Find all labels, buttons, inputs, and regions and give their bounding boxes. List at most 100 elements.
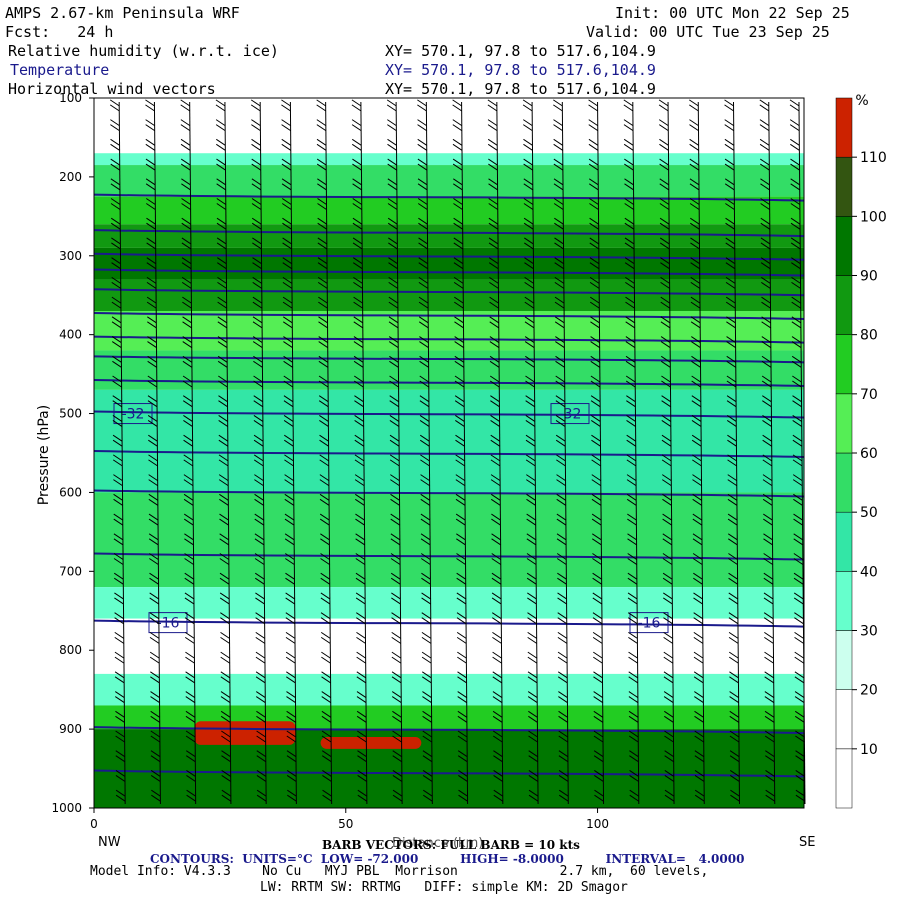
wind-barb: [319, 415, 329, 427]
wind-barb: [589, 217, 599, 230]
wind-barb: [761, 316, 771, 329]
wind-barb: [794, 671, 805, 684]
wind-barb: [146, 198, 156, 210]
wind-barb: [794, 651, 804, 664]
valid-time: Valid: 00 UTC Tue 23 Sep 25: [586, 23, 830, 41]
wind-barb: [689, 119, 699, 132]
colorbar: 10 20 30 40 50 60 70 80 90 100 110: [835, 97, 887, 809]
wind-barb: [590, 336, 600, 348]
wind-barb: [146, 276, 157, 289]
wind-barb: [354, 434, 365, 447]
wind-barb: [355, 513, 365, 526]
wind-barb: [660, 355, 671, 368]
wind-barb: [420, 474, 430, 487]
wind-barb: [112, 355, 122, 368]
wind-barb: [454, 316, 464, 329]
isotherm: [93, 619, 805, 628]
wind-barb: [114, 691, 125, 703]
wind-barb: [216, 217, 227, 230]
wind-barb: [180, 138, 191, 151]
wind-barb: [624, 178, 634, 191]
wind-barb: [488, 178, 498, 191]
colorbar-tick-label: 80: [860, 328, 878, 344]
isotherm: [93, 311, 805, 320]
wind-barb: [524, 276, 534, 289]
wind-barb: [792, 375, 802, 388]
wind-barb: [659, 217, 670, 230]
wind-barb: [392, 730, 402, 743]
wind-barb-shaft: [496, 101, 504, 805]
wind-barb: [489, 336, 500, 348]
wind-barb-shaft: [153, 101, 161, 805]
wind-barb: [556, 474, 566, 487]
wind-barb: [453, 198, 463, 210]
wind-barb: [694, 789, 705, 802]
wind-barb: [148, 434, 158, 447]
colorbar-swatch: [835, 334, 853, 395]
wind-barb: [492, 651, 502, 664]
wind-barb: [694, 750, 705, 763]
wind-barb: [387, 158, 397, 171]
wind-barb: [793, 572, 804, 585]
wind-barb: [793, 513, 803, 526]
wind-barb: [147, 395, 158, 408]
wind-barb: [661, 375, 671, 388]
wind-barb: [490, 493, 501, 506]
wind-barb: [219, 513, 229, 526]
wind-barb: [251, 217, 262, 230]
wind-barb: [589, 198, 599, 210]
wind-barb: [181, 198, 191, 210]
wind-barb: [109, 99, 120, 112]
x-tick-label: 0: [90, 817, 98, 831]
wind-barb: [558, 750, 569, 763]
wind-barb: [113, 513, 124, 526]
colorbar-tick-label: 90: [860, 269, 878, 285]
wind-barb: [725, 237, 735, 250]
wind-barb: [418, 296, 429, 309]
wind-barb: [694, 710, 704, 723]
wind-barb: [528, 789, 539, 802]
field-xy-temperature: XY= 570.1, 97.8 to 517.6,104.9: [385, 61, 656, 79]
wind-barb: [254, 493, 264, 506]
wind-barb: [418, 316, 429, 329]
isotherm: [93, 288, 805, 297]
wind-barb: [285, 592, 295, 605]
wind-barb: [689, 138, 699, 151]
wind-barb: [422, 710, 432, 723]
wind-barb: [284, 513, 295, 526]
wind-barb: [318, 336, 328, 348]
barb-legend: BARB VECTORS: FULL BARB = 10 kts: [322, 838, 580, 852]
wind-barb: [286, 750, 297, 763]
y-tick-label: 600: [59, 485, 82, 499]
wind-barb-shaft: [768, 101, 776, 805]
wind-barb: [111, 336, 122, 348]
wind-barb: [490, 395, 500, 408]
colorbar-tick-label: 20: [860, 683, 878, 699]
wind-barb: [221, 770, 231, 782]
isotherm: [93, 268, 805, 277]
wind-barb: [492, 710, 503, 723]
rh-band: [94, 224, 804, 248]
wind-barb: [351, 138, 362, 151]
wind-barb: [351, 99, 362, 112]
wind-barb: [253, 434, 264, 447]
wind-barb: [694, 770, 705, 782]
wind-barb: [658, 99, 669, 112]
wind-barb: [115, 710, 125, 723]
wind-barb: [689, 198, 700, 210]
wind-barb: [286, 671, 296, 684]
right-end-label: SE: [799, 835, 816, 850]
wind-barb: [729, 671, 739, 684]
wind-barb: [527, 691, 538, 703]
wind-barb: [591, 513, 602, 526]
wind-barb-column: [487, 99, 504, 805]
wind-barb: [149, 572, 159, 585]
wind-barb: [727, 454, 737, 467]
wind-barb: [592, 553, 602, 565]
wind-barb: [184, 533, 194, 546]
wind-barb: [524, 296, 535, 309]
wind-barb: [659, 237, 670, 250]
wind-barb: [526, 553, 537, 565]
wind-barb: [457, 730, 468, 743]
